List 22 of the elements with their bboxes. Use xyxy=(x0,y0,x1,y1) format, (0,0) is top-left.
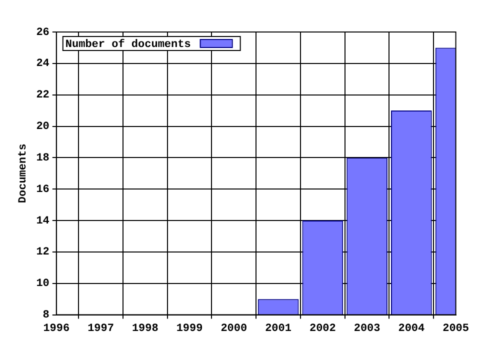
x-tick-label: 2005 xyxy=(442,323,470,336)
x-tick-label: 1996 xyxy=(43,323,70,336)
y-tick-label: 10 xyxy=(36,278,50,290)
y-tick-label: 16 xyxy=(36,184,50,196)
x-tick-label: 2001 xyxy=(265,323,292,336)
legend-label: Number of documents xyxy=(65,38,191,51)
y-tick-label: 14 xyxy=(36,215,50,228)
y-tick-label: 12 xyxy=(36,246,50,259)
x-tick-label: 1999 xyxy=(176,323,203,336)
x-tick-label: 1997 xyxy=(88,323,114,336)
y-tick-label: 20 xyxy=(36,121,50,134)
x-tick-label: 2004 xyxy=(398,323,426,336)
y-tick-label: 24 xyxy=(36,58,50,70)
x-tick-label: 2003 xyxy=(354,323,381,336)
x-tick-label: 2000 xyxy=(220,323,248,336)
y-tick-label: 26 xyxy=(36,26,50,39)
x-tick-label: 2002 xyxy=(309,323,336,336)
y-axis-title: Documents xyxy=(17,144,30,204)
y-tick-label: 18 xyxy=(36,152,50,164)
y-tick-label: 22 xyxy=(36,90,50,102)
x-tick-label: 1998 xyxy=(132,323,159,336)
y-tick-label: 8 xyxy=(42,310,50,322)
